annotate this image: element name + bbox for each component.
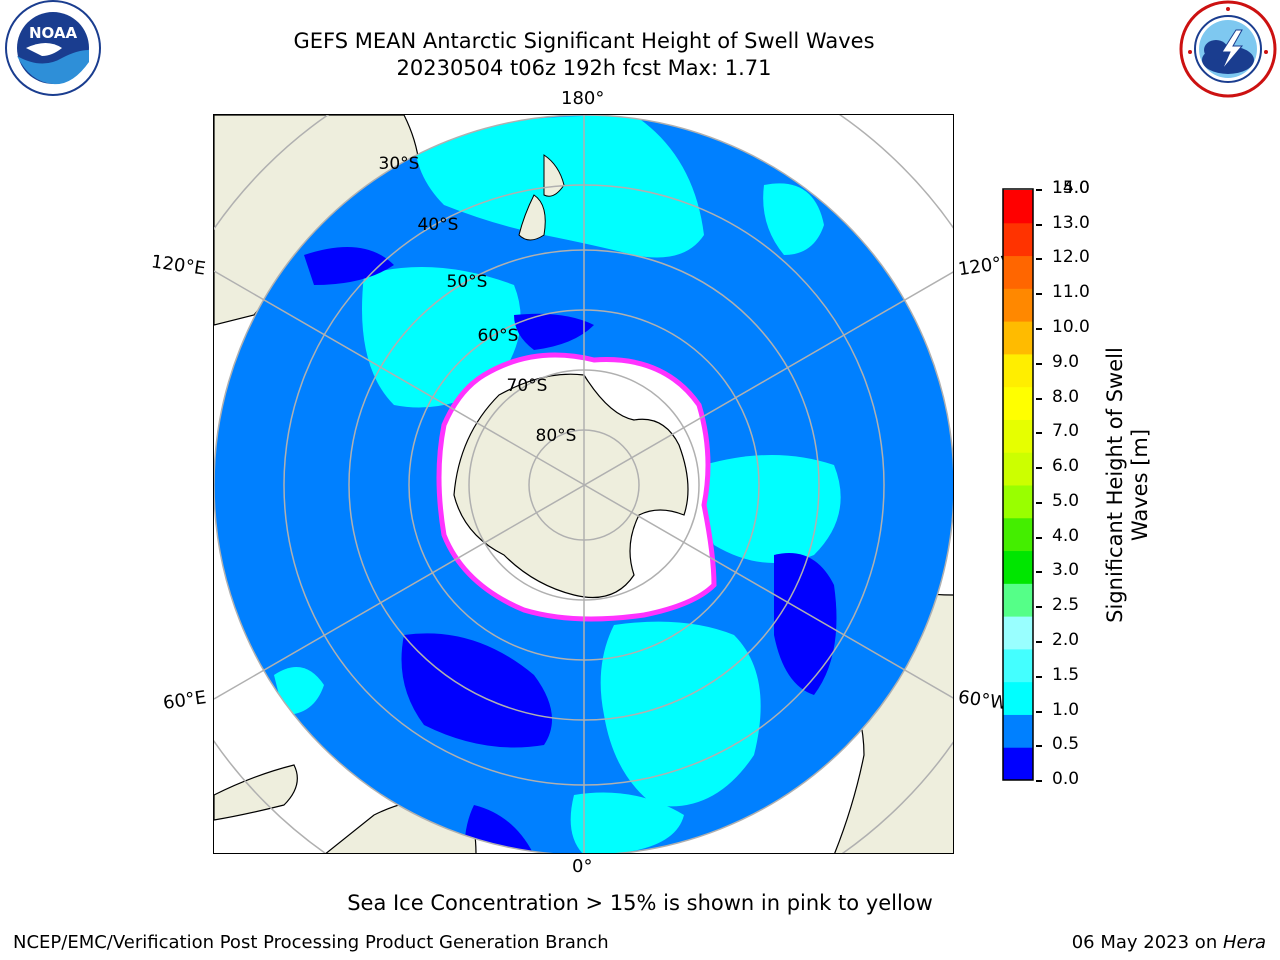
colorbar-tick-mark <box>1036 189 1042 191</box>
calm-region-bight <box>304 247 394 285</box>
colorbar-tick-mark <box>1036 676 1042 678</box>
colorbar-tick-mark <box>1036 780 1042 782</box>
antarctica-land <box>453 373 689 599</box>
swell-region-west <box>362 267 521 408</box>
footer-date-text: 06 May 2023 on <box>1071 932 1223 953</box>
colorbar-swatch <box>1003 190 1033 224</box>
lon-label-180: 180° <box>561 88 605 109</box>
colorbar-tick-mark <box>1036 293 1042 295</box>
colorbar-tick-label: 11.0 <box>1052 282 1090 302</box>
lat-label-30: 30°S <box>379 154 420 174</box>
lat-label-60: 60°S <box>478 326 519 346</box>
colorbar-tick-label: 4.0 <box>1052 526 1080 546</box>
nws-logo <box>1178 0 1278 98</box>
calm-region-ross <box>514 313 594 350</box>
footer-credit: NCEP/EMC/Verification Post Processing Pr… <box>13 932 609 953</box>
swell-region-northeast <box>763 183 824 255</box>
colorbar-swatch <box>1003 222 1033 257</box>
colorbar-tick-mark <box>1036 432 1042 434</box>
colorbar-tick-label: 12.0 <box>1052 247 1090 267</box>
colorbar-tick-label: 2.5 <box>1052 595 1080 615</box>
colorbar-tick-label: 0.5 <box>1052 734 1080 754</box>
colorbar-tick-mark <box>1036 745 1042 747</box>
colorbar-swatch <box>1003 583 1033 617</box>
lat-label-70: 70°S <box>507 376 548 396</box>
lon-label-120e: 120°E <box>149 251 207 280</box>
colorbar-swatch <box>1003 517 1033 552</box>
lon-label-60e: 60°E <box>161 687 208 714</box>
swell-region-southeast <box>600 621 761 807</box>
lat-label-40: 40°S <box>418 215 459 235</box>
footer-date: 06 May 2023 on Hera <box>1072 932 1266 953</box>
lon-label-0: 0° <box>572 856 593 877</box>
colorbar-swatch <box>1003 485 1033 519</box>
colorbar-tick-label: 9.0 <box>1052 352 1080 372</box>
colorbar-tick-mark <box>1036 537 1042 539</box>
colorbar-tick-label: 1.0 <box>1052 700 1080 720</box>
chart-title: GEFS MEAN Antarctic Significant Height o… <box>293 29 875 53</box>
noaa-logo: NOAA <box>2 0 104 98</box>
colorbar-swatch <box>1003 616 1033 650</box>
colorbar-swatch <box>1003 747 1033 781</box>
calm-region-drake <box>774 553 837 695</box>
colorbar-tick-label: 14.0 <box>1052 178 1090 198</box>
colorbar-tick-label: 1.5 <box>1052 665 1080 685</box>
swell-region-bottom <box>570 792 684 853</box>
colorbar-tick-label: 2.0 <box>1052 630 1080 650</box>
colorbar-tick-label: 15.0 <box>1052 178 1090 198</box>
colorbar-tick-mark <box>1036 467 1042 469</box>
swell-region-east <box>700 455 841 563</box>
colorbar-tick-mark <box>1036 258 1042 260</box>
lat-label-50: 50°S <box>447 272 488 292</box>
colorbar-title-line2: Waves [m] <box>1128 428 1152 542</box>
lat-label-80: 80°S <box>536 426 577 446</box>
colorbar-tick-mark <box>1036 224 1042 226</box>
sea-ice-caption: Sea Ice Concentration > 15% is shown in … <box>347 891 933 915</box>
colorbar-swatch <box>1003 255 1033 289</box>
footer-machine: Hera <box>1222 932 1266 953</box>
colorbar-swatch <box>1003 550 1033 584</box>
graticule <box>214 115 953 853</box>
colorbar-swatch <box>1003 386 1033 420</box>
colorbar <box>1002 188 1034 781</box>
colorbar-tick-label: 5.0 <box>1052 491 1080 511</box>
colorbar-tick-label: 6.0 <box>1052 456 1080 476</box>
colorbar-tick-mark <box>1036 571 1042 573</box>
colorbar-swatch <box>1003 452 1033 486</box>
calm-region-south-indian <box>401 633 552 748</box>
colorbar-tick-label: 3.0 <box>1052 560 1080 580</box>
colorbar-tick-mark <box>1036 328 1042 330</box>
colorbar-tick-label: 10.0 <box>1052 317 1090 337</box>
colorbar-swatch <box>1003 353 1033 388</box>
colorbar-swatch <box>1003 648 1033 683</box>
map-panel: 30°S 40°S 50°S 60°S 70°S 80°S <box>213 114 954 854</box>
noaa-logo-text: NOAA <box>29 24 78 42</box>
colorbar-tick-label: 0.0 <box>1052 769 1080 789</box>
colorbar-title-line1: Significant Height of Swell <box>1103 347 1127 623</box>
colorbar-swatch <box>1003 681 1033 715</box>
colorbar-tick-label: 8.0 <box>1052 387 1080 407</box>
colorbar-tick-mark <box>1036 606 1042 608</box>
colorbar-tick-label: 13.0 <box>1052 213 1090 233</box>
colorbar-tick-label: 7.0 <box>1052 421 1080 441</box>
colorbar-tick-mark <box>1036 363 1042 365</box>
colorbar-title: Significant Height of Swell Waves [m] <box>1103 320 1153 650</box>
colorbar-tick-mark <box>1036 398 1042 400</box>
colorbar-tick-mark <box>1036 641 1042 643</box>
chart-subtitle: 20230504 t06z 192h fcst Max: 1.71 <box>396 56 772 80</box>
colorbar-tick-mark <box>1036 711 1042 713</box>
colorbar-swatch <box>1003 714 1033 748</box>
swell-region-far-west <box>274 667 324 715</box>
colorbar-tick-mark <box>1036 502 1042 504</box>
colorbar-swatch <box>1003 288 1033 322</box>
colorbar-swatch <box>1003 419 1033 453</box>
colorbar-swatch <box>1003 321 1033 355</box>
